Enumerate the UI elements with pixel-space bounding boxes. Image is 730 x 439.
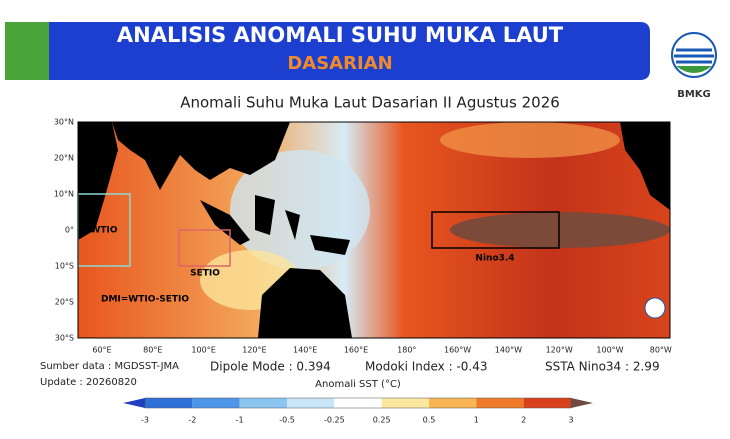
logo-text: BMKG [677,89,711,100]
source: Sumber data : MGDSST-JMA [40,361,179,372]
lat-label: 10°N [54,190,74,199]
lon-label: 100°W [596,346,623,355]
region-label: DMI=WTIO-SETIO [101,295,189,305]
header-accent [5,22,49,80]
colorbar-tick: -0.25 [324,416,345,425]
header-subtitle: DASARIAN [287,53,392,74]
colorbar-frame [144,397,572,409]
modoki: Modoki Index : -0.43 [365,360,488,374]
lon-labels: 60°E 80°E 100°E 120°E 140°E 160°E 180° 160°W 140… [92,346,672,355]
lat-label: 30°S [55,334,74,343]
lat-labels: 30°N 20°N 10°N 0° 10°S 20°S 30°S [54,118,74,343]
region-label: Nino3.4 [475,254,514,264]
colorbar-tick: 0.25 [373,416,391,425]
lon-label: 80°W [650,346,672,355]
lon-label: 160°W [444,346,471,355]
colorbar-tick: 3 [568,416,573,425]
colorbar-label: Anomali SST (°C) [315,379,401,390]
ssta: SSTA Nino34 : 2.99 [545,360,660,374]
colorbar-tick: 0.5 [423,416,436,425]
header-title: ANALISIS ANOMALI SUHU MUKA LAUT [117,23,564,47]
dipole: Dipole Mode : 0.394 [210,360,331,374]
lon-label: 160°E [344,346,368,355]
region-label: WTIO [90,226,117,236]
colorbar-tick: -0.5 [279,416,295,425]
colorbar-segment [381,398,429,408]
colorbar-segment [334,398,382,408]
map-title: Anomali Suhu Muka Laut Dasarian II Agust… [180,94,560,112]
lat-label: 0° [65,226,74,235]
lon-label: 140°E [293,346,317,355]
colorbar-end [123,398,145,408]
lon-label: 80°E [143,346,162,355]
colorbar: -3 -2 -1 -0.5 -0.25 0.25 0.5 1 2 3 [123,397,593,425]
update: Update : 20260820 [40,377,137,388]
colorbar-segment [287,398,335,408]
region-label: SETIO [190,269,220,279]
colorbar-segment [145,398,193,408]
colorbar-segment [192,398,240,408]
colorbar-segment [523,398,571,408]
colorbar-end [571,398,593,408]
lon-label: 60°E [92,346,111,355]
bmkg-logo: BMKG [671,32,717,100]
lon-label: 120°E [242,346,266,355]
header-banner [49,22,650,80]
colorbar-tick: 1 [474,416,479,425]
lon-label: 100°E [191,346,215,355]
colorbar-tick: -3 [141,416,149,425]
lat-label: 30°N [54,118,74,127]
map: WTIO SETIO DMI=WTIO-SETIO Nino3.4 [77,121,671,339]
colorbar-tick: 2 [521,416,526,425]
lon-label: 120°W [546,346,573,355]
lat-label: 10°S [55,262,74,271]
colorbar-tick: -1 [236,416,244,425]
lat-label: 20°N [54,154,74,163]
colorbar-tick: -2 [188,416,196,425]
colorbar-segment [429,398,477,408]
lon-label: 140°W [495,346,522,355]
colorbar-segment [239,398,287,408]
lat-label: 20°S [55,298,74,307]
lon-label: 180° [397,346,416,355]
colorbar-segment [476,398,524,408]
